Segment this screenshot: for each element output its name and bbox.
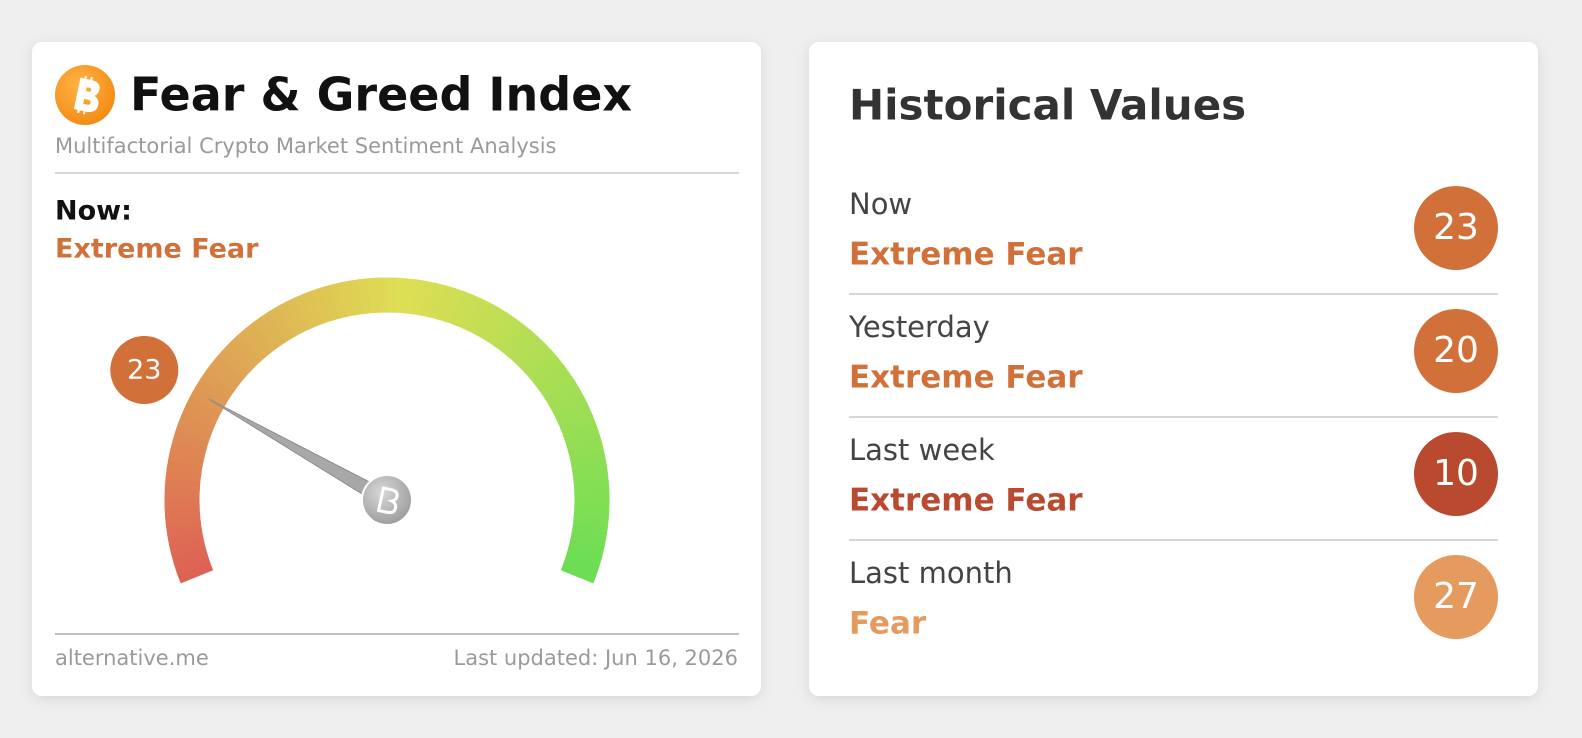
row-value: 27 — [1433, 576, 1479, 617]
row-badge — [1414, 309, 1498, 393]
row-status: Extreme Fear — [849, 360, 1083, 396]
history-card — [809, 42, 1538, 696]
row-badge — [1414, 555, 1498, 639]
row-label: Last week — [849, 433, 995, 467]
row-label: Now — [849, 187, 912, 221]
gauge-value: 23 — [127, 354, 161, 385]
pivot-glyph — [376, 486, 399, 515]
row-value: 20 — [1433, 330, 1479, 371]
row-status: Extreme Fear — [849, 483, 1083, 519]
widget-subtitle: Multifactorial Crypto Market Sentiment A… — [55, 134, 557, 158]
footer-source[interactable]: alternative.me — [55, 646, 209, 670]
row-badge — [1414, 186, 1498, 270]
footer-updated: Last updated: Jun 16, 2026 — [454, 646, 739, 670]
logo-glyph — [73, 75, 100, 115]
row-value: 10 — [1433, 453, 1479, 494]
row-status: Fear — [849, 606, 927, 642]
history-title: Historical Values — [849, 81, 1246, 130]
row-label: Last month — [849, 556, 1013, 590]
history-rows: Now Extreme Fear 23 Yesterday Extreme Fear 20… — [848, 186, 1498, 642]
needle-pivot — [361, 474, 413, 526]
now-status: Extreme Fear — [55, 234, 259, 265]
now-label: Now: — [55, 196, 132, 227]
row-value: 23 — [1433, 207, 1479, 248]
row-label: Yesterday — [848, 310, 990, 344]
row-status: Extreme Fear — [849, 237, 1083, 273]
gauge-badge — [110, 335, 179, 404]
gauge: 23 — [110, 277, 610, 584]
row-badge — [1414, 432, 1498, 516]
gauge-arc — [560, 562, 597, 584]
widget-title: Fear & Greed Index — [130, 68, 632, 122]
